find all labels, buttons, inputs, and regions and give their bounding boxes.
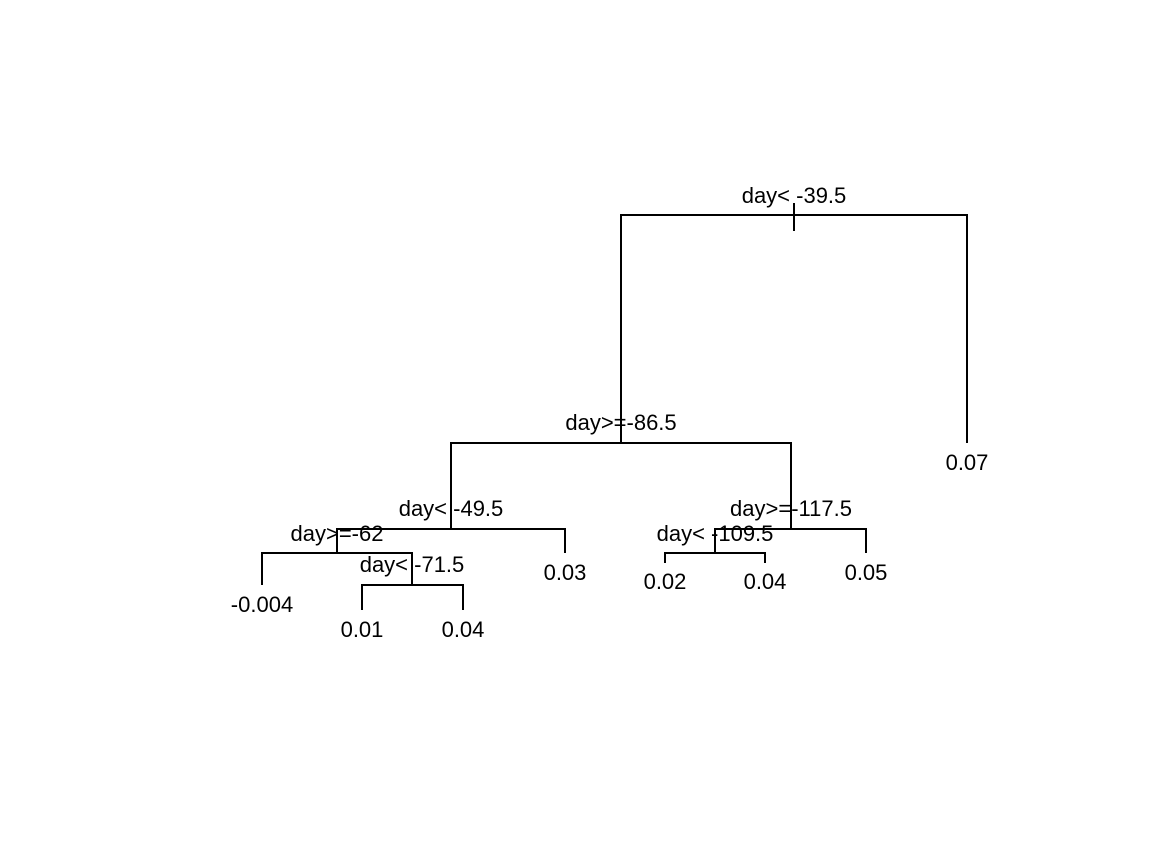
branch-left-right [714, 528, 867, 553]
branch-left-left-left-right [361, 584, 464, 610]
leaf-label-left-right-left-left: 0.02 [644, 569, 687, 594]
leaf-label-left-left-left-right-right: 0.04 [442, 617, 485, 642]
leaf-label-left-left-right: 0.03 [544, 560, 587, 585]
split-label-left-left-left-right: day< -71.5 [360, 552, 465, 577]
branch-left-right-left [664, 552, 766, 563]
leaf-label-left-right-right: 0.05 [845, 560, 888, 585]
leaf-label-root-right: 0.07 [946, 450, 989, 475]
leaf-label-left-left-left-right-left: 0.01 [341, 617, 384, 642]
split-label-left-left: day< -49.5 [399, 496, 504, 521]
branch-left [450, 442, 792, 529]
leaf-label-left-left-left-left: -0.004 [231, 592, 293, 617]
split-label-left-right: day>=-117.5 [730, 496, 852, 521]
branch-left-left-left [261, 552, 413, 585]
branch-left-left [336, 528, 566, 553]
split-label-root: day< -39.5 [742, 183, 847, 208]
split-label-left-right-left: day< -109.5 [657, 521, 774, 546]
split-label-left-left-left: day>=-62 [291, 521, 384, 546]
leaf-label-left-right-left-right: 0.04 [744, 569, 787, 594]
branch-root [620, 214, 968, 443]
split-label-left: day>=-86.5 [565, 410, 676, 435]
